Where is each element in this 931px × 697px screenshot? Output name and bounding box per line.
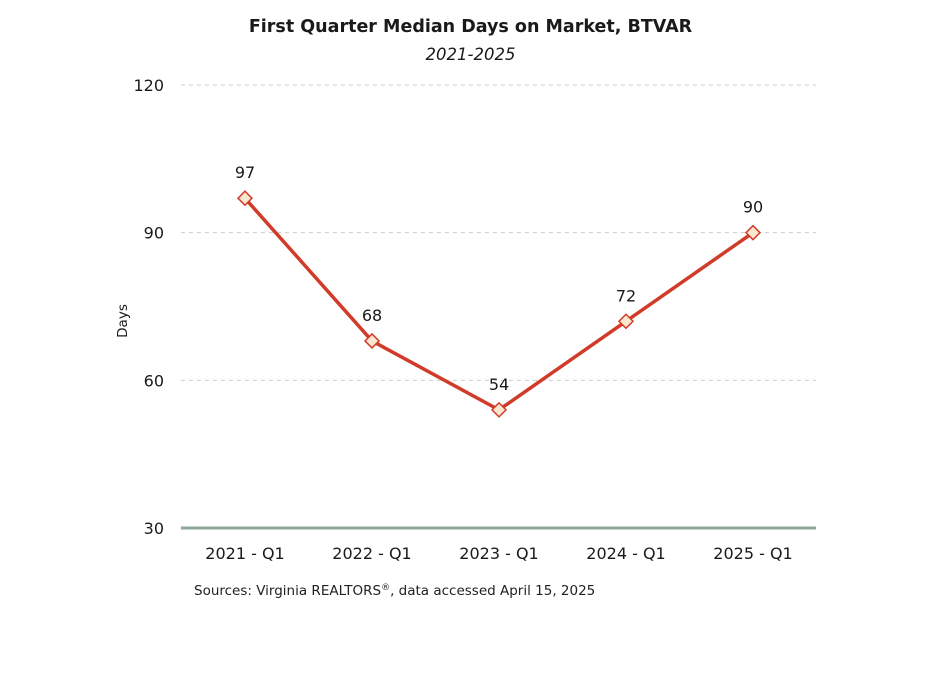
- data-label-2: 68: [362, 306, 382, 325]
- data-label-1: 97: [235, 163, 255, 182]
- y-tick-label-90: 90: [144, 224, 164, 243]
- source-note: Sources: Virginia REALTORS®, data access…: [194, 583, 595, 599]
- y-tick-label-60: 60: [144, 371, 164, 390]
- source-suffix: , data accessed April 15, 2025: [390, 583, 596, 599]
- data-point-5: [744, 224, 762, 241]
- chart-title: First Quarter Median Days on Market, BTV…: [248, 17, 693, 37]
- y-tick-label-30: 30: [144, 519, 164, 538]
- source-prefix: Sources: Virginia REALTORS: [194, 583, 382, 599]
- y-axis-title: Days: [115, 304, 131, 338]
- data-point-2: [363, 332, 381, 350]
- x-tick-label-4: 2024 - Q1: [586, 544, 665, 563]
- x-tick-label-2: 2022 - Q1: [332, 544, 411, 563]
- x-axis-ticks: 2021 - Q1 2022 - Q1 2023 - Q1 2024 - Q1 2025…: [205, 544, 792, 563]
- data-label-4: 72: [616, 286, 636, 305]
- data-label-3: 54: [489, 375, 509, 394]
- data-labels: 97 68 54 72 90: [235, 163, 763, 394]
- y-tick-label-120: 120: [133, 76, 164, 95]
- y-axis-ticks: 30 60 90 120: [133, 76, 164, 538]
- x-tick-label-3: 2023 - Q1: [459, 544, 538, 563]
- data-point-3: [490, 401, 508, 418]
- data-point-1: [236, 190, 254, 207]
- series-markers: [236, 190, 762, 418]
- x-tick-label-5: 2025 - Q1: [713, 544, 792, 563]
- chart-subtitle: 2021-2025: [425, 45, 516, 64]
- registered-mark: ®: [381, 583, 391, 593]
- data-point-4: [617, 313, 635, 330]
- x-tick-label-1: 2021 - Q1: [205, 544, 284, 563]
- gridlines: [181, 84, 816, 381]
- data-label-5: 90: [743, 198, 763, 217]
